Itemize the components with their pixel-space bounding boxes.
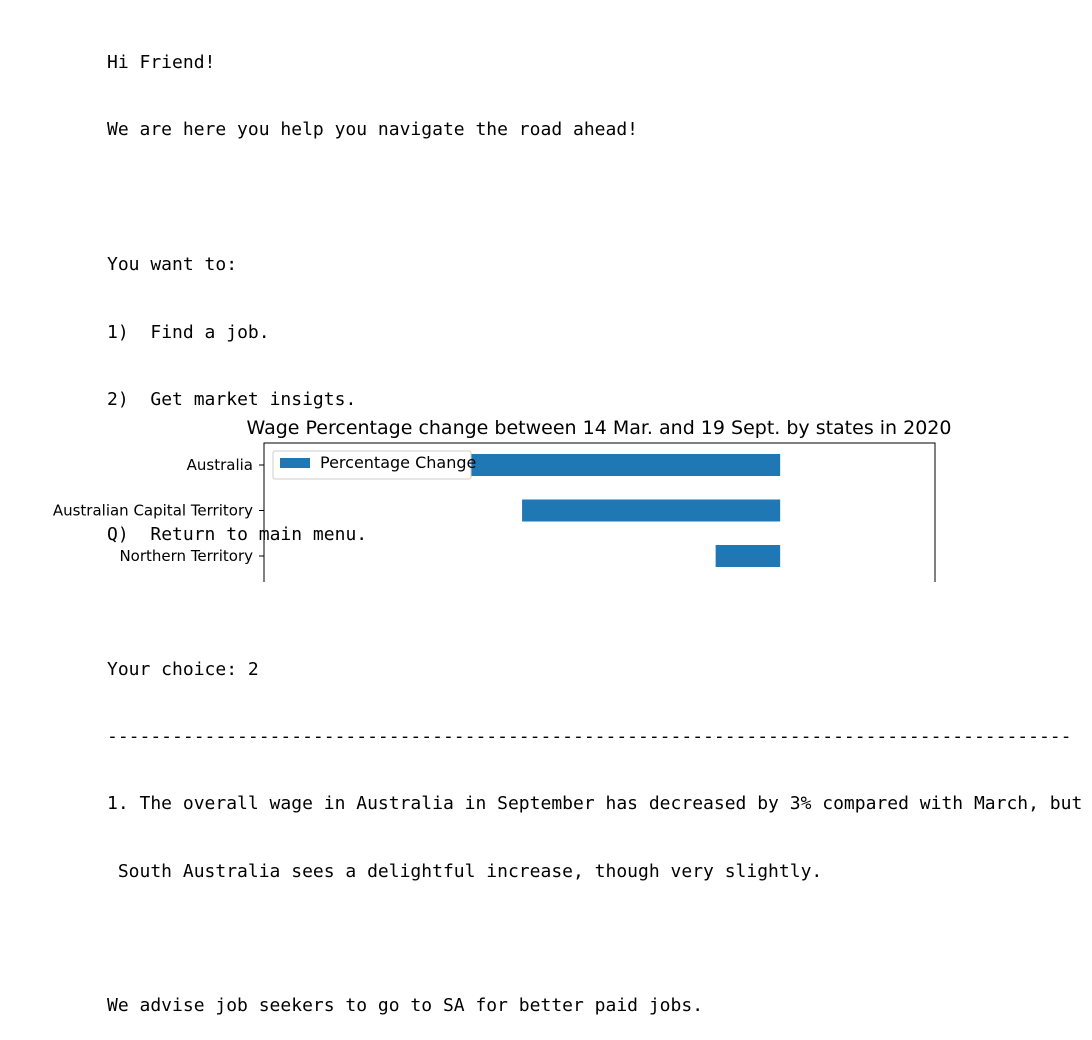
menu-option-key: Q) (107, 523, 129, 545)
legend-label: Percentage Change (320, 453, 476, 472)
blank-line (107, 926, 1082, 951)
chart-container: Wage Percentage change between 14 Mar. a… (0, 410, 1092, 594)
legend-swatch (280, 458, 310, 468)
bars-group (393, 454, 781, 567)
choice-prompt: Your choice: (107, 658, 248, 680)
menu-option-label: Return to main menu. (150, 523, 368, 545)
wage-change-chart: Wage Percentage change between 14 Mar. a… (53, 417, 952, 594)
bar-1 (522, 499, 781, 522)
menu-option-1: 1) Find a job. (107, 320, 1082, 345)
intro-text: We are here you help you navigate the ro… (107, 119, 639, 141)
menu-option-label: Find a job. (150, 321, 270, 343)
advice-text: We advise job seekers to go to SA for be… (107, 995, 704, 1017)
blank-line (107, 185, 1082, 210)
menu-option-label: Get market insigts. (150, 388, 357, 410)
y-tick-label: Australian Capital Territory (53, 502, 253, 520)
chart-title: Wage Percentage change between 14 Mar. a… (247, 417, 952, 439)
blank-line (107, 589, 1082, 614)
menu-option-2: 2) Get market insigts. (107, 387, 1082, 412)
y-tick-label: Australia (187, 456, 253, 474)
menu-option-key: 1) (107, 321, 129, 343)
separator-line: ----------------------------------------… (107, 725, 1073, 747)
y-ticks-group: Australia Australian Capital Territory Nor… (53, 456, 264, 565)
legend-box (272, 450, 472, 480)
chart-legend: Percentage Change (272, 450, 476, 480)
prompt-header: You want to: (107, 254, 238, 276)
menu-option-quit: Q) Return to main menu. (107, 522, 1082, 547)
bar-0 (393, 454, 781, 476)
insight-line-2: South Australia sees a delightful increa… (107, 860, 823, 882)
bar-2 (715, 545, 781, 567)
menu-option-key: 2) (107, 388, 129, 410)
greeting-text: Hi Friend! (107, 52, 216, 73)
choice-value: 2 (247, 658, 259, 680)
y-tick-label: Northern Territory (119, 547, 253, 565)
choice-line: Your choice: 2 (107, 657, 1082, 682)
insight-line-1: 1. The overall wage in Australia in Sept… (107, 793, 1083, 815)
